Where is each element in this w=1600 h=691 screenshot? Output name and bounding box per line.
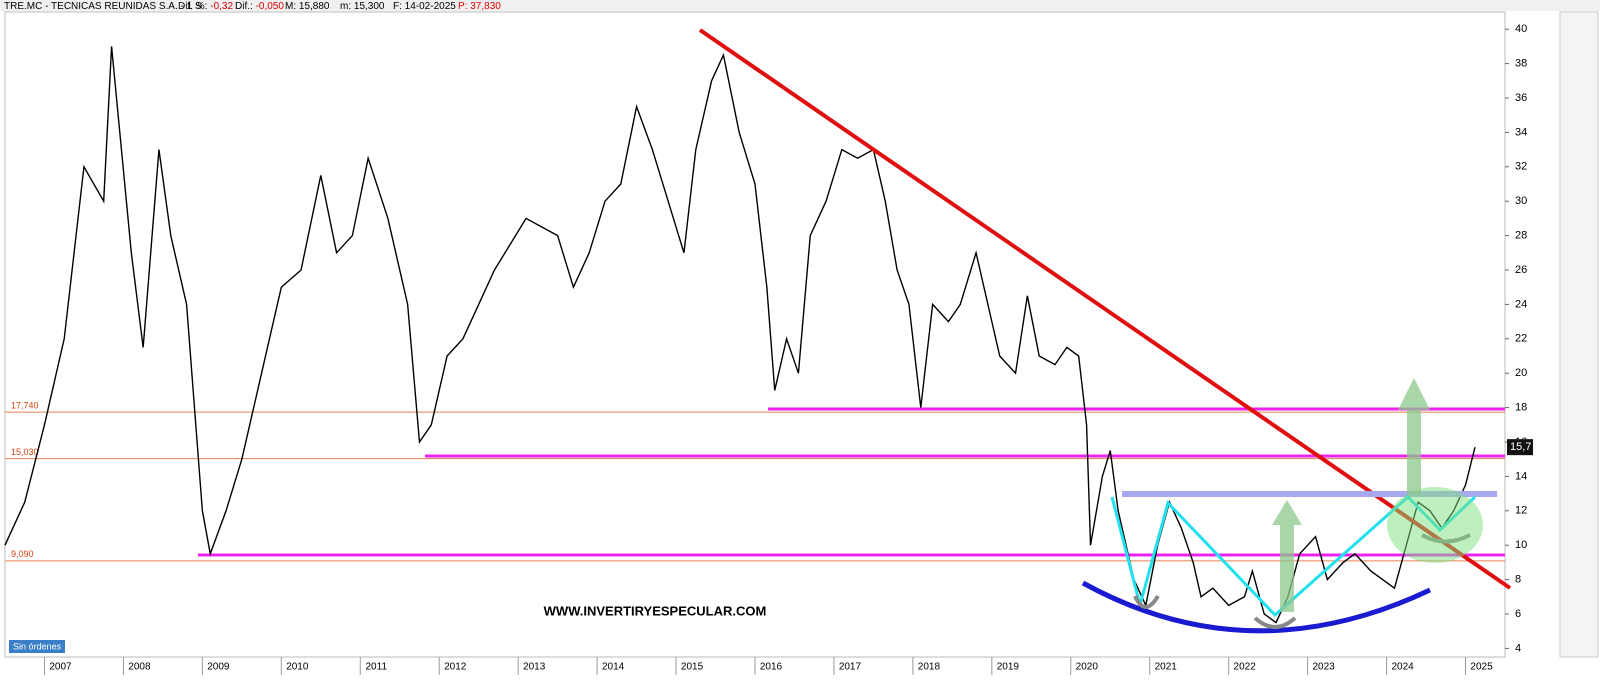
y-tick-label: 12 [1515,505,1527,517]
x-tick-label: 2020 [1076,662,1099,673]
last-price-tag [1507,439,1533,456]
y-tick-label: 18 [1515,402,1527,414]
y-tick-label: 10 [1515,539,1527,551]
level-label: 15,030 [11,447,39,457]
price-line [4,46,1476,624]
level-label: 9,090 [11,549,34,559]
cup-curve [1081,580,1432,634]
watermark: WWW.INVERTIRYESPECULAR.COM [544,603,767,618]
dif-label: Dif.: [235,1,253,12]
x-tick-label: 2014 [602,662,625,673]
dif: -0,050 [256,1,285,12]
x-tick-label: 2018 [918,662,941,673]
y-tick-label: 4 [1515,642,1521,654]
x-tick-label: 2007 [49,662,72,673]
y-tick-label: 22 [1515,333,1527,345]
orders-button-label[interactable]: Sin órdenes [13,641,62,651]
x-tick-label: 2023 [1313,662,1336,673]
orders-button[interactable] [9,640,65,653]
x-tick-label: 2022 [1234,662,1257,673]
y-tick-label: 20 [1515,367,1527,379]
y-tick-label: 36 [1515,92,1527,104]
symbol: TRE.MC - TECNICAS REUNIDAS S.A. - 1 S [4,1,202,12]
header: TRE.MC - TECNICAS REUNIDAS S.A. - 1 S Di… [4,1,501,12]
x-tick-label: 2025 [1470,662,1493,673]
y-tick-label: 34 [1515,126,1527,138]
y-tick-label: 28 [1515,230,1527,242]
x-tick-label: 2019 [997,662,1020,673]
min: m: 15,300 [340,1,385,12]
date: F: 14-02-2025 [393,1,456,12]
y-tick-label: 40 [1515,23,1527,35]
x-tick-label: 2015 [681,662,704,673]
side-panel [1559,11,1599,658]
y-tick-label: 24 [1515,298,1527,310]
header-bar [0,0,1600,11]
y-tick-label: 26 [1515,264,1527,276]
x-tick-label: 2021 [1155,662,1178,673]
dif-pct: -0,32 [210,1,233,12]
x-tick-label: 2010 [286,662,309,673]
y-tick-label: 8 [1515,574,1521,586]
target-arrow [1272,500,1302,612]
y-tick-label: 38 [1515,58,1527,70]
max: M: 15,880 [285,1,330,12]
target-arrow [1398,378,1430,495]
highlight [1387,487,1483,563]
y-tick-label: 6 [1515,608,1521,620]
y-tick-label: 32 [1515,161,1527,173]
y-tick-label: 14 [1515,470,1527,482]
x-tick-label: 2008 [128,662,151,673]
last-price-label: 15,7 [1510,441,1531,453]
dif-pct-label: Dif. %: [178,1,207,12]
x-tick-label: 2017 [839,662,862,673]
x-tick-label: 2011 [366,662,388,673]
y-tick-label: 30 [1515,195,1527,207]
level-label: 17,740 [11,400,39,410]
x-tick-label: 2013 [523,662,546,673]
x-tick-label: 2024 [1391,662,1414,673]
price: 37,830 [470,1,501,12]
price-label: P: [458,1,467,12]
x-tick-label: 2012 [444,662,467,673]
x-tick-label: 2016 [760,662,783,673]
x-tick-label: 2009 [207,662,230,673]
